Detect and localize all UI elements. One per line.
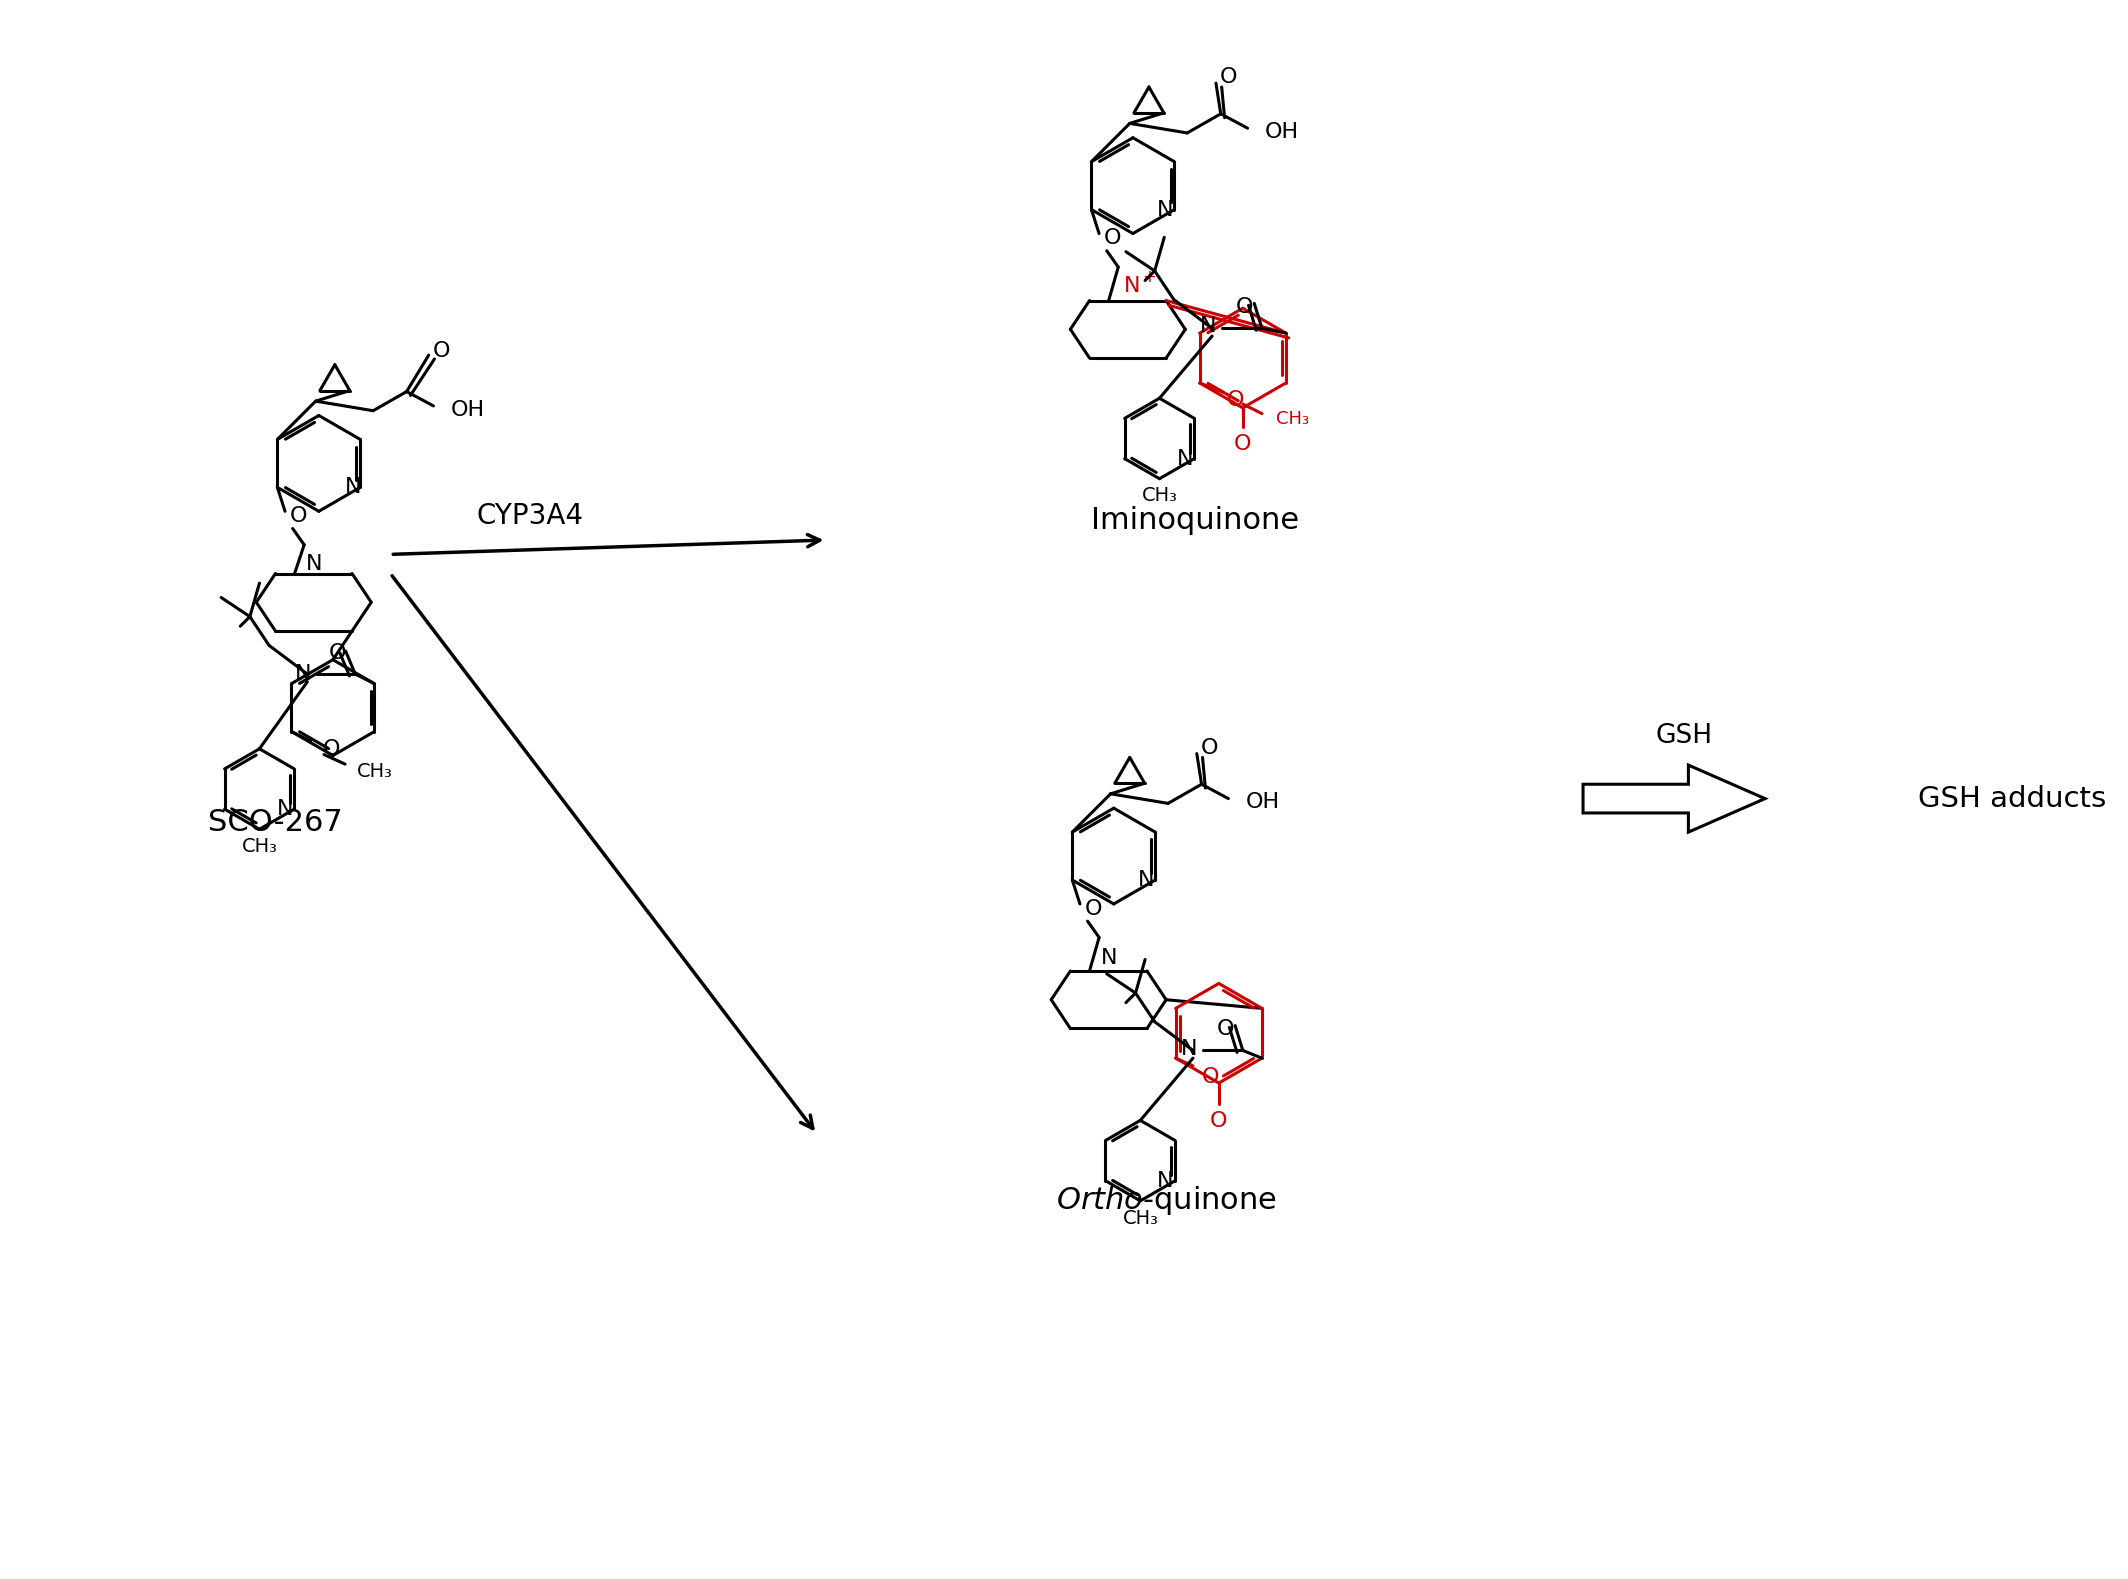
- Text: OH: OH: [1245, 793, 1279, 813]
- Text: N: N: [1136, 870, 1153, 891]
- Text: N: N: [1181, 1039, 1198, 1058]
- Text: $\it{Ortho}$-quinone: $\it{Ortho}$-quinone: [1055, 1184, 1277, 1217]
- Text: N: N: [1158, 1170, 1175, 1191]
- Text: O: O: [432, 341, 449, 362]
- Text: OH: OH: [451, 399, 485, 420]
- Text: +: +: [1143, 267, 1156, 286]
- Text: O: O: [1200, 737, 1217, 758]
- Text: N: N: [277, 799, 294, 820]
- Text: CH₃: CH₃: [1277, 411, 1309, 428]
- Text: O: O: [1234, 434, 1251, 455]
- Text: CH₃: CH₃: [1121, 1208, 1158, 1227]
- FancyArrow shape: [1583, 766, 1764, 832]
- Text: O: O: [330, 643, 347, 663]
- Text: O: O: [323, 739, 340, 759]
- Text: N: N: [1200, 316, 1217, 336]
- Text: OH: OH: [1264, 122, 1298, 142]
- Text: N: N: [306, 554, 321, 573]
- Text: O: O: [1085, 898, 1102, 919]
- Text: O: O: [1211, 1112, 1228, 1132]
- Text: N: N: [345, 477, 362, 497]
- Text: O: O: [1104, 229, 1121, 248]
- Text: CH₃: CH₃: [1141, 486, 1177, 505]
- Text: CH₃: CH₃: [240, 837, 277, 856]
- Text: SCO-267: SCO-267: [209, 808, 343, 837]
- Text: N: N: [296, 665, 313, 684]
- Text: O: O: [1236, 297, 1253, 317]
- Text: CH₃: CH₃: [358, 763, 392, 782]
- Text: O: O: [1217, 1020, 1234, 1039]
- Text: N: N: [1177, 448, 1194, 469]
- Text: N: N: [1100, 947, 1117, 968]
- Text: Iminoquinone: Iminoquinone: [1092, 507, 1298, 535]
- Text: O: O: [1202, 1067, 1219, 1088]
- Text: GSH adducts: GSH adducts: [1917, 785, 2107, 813]
- Text: O: O: [289, 505, 306, 526]
- Text: N: N: [1156, 199, 1173, 219]
- Text: O: O: [1226, 390, 1245, 411]
- Text: N: N: [1124, 276, 1141, 297]
- Text: CYP3A4: CYP3A4: [477, 502, 583, 531]
- Text: O: O: [1219, 68, 1236, 87]
- Text: GSH: GSH: [1656, 723, 1713, 750]
